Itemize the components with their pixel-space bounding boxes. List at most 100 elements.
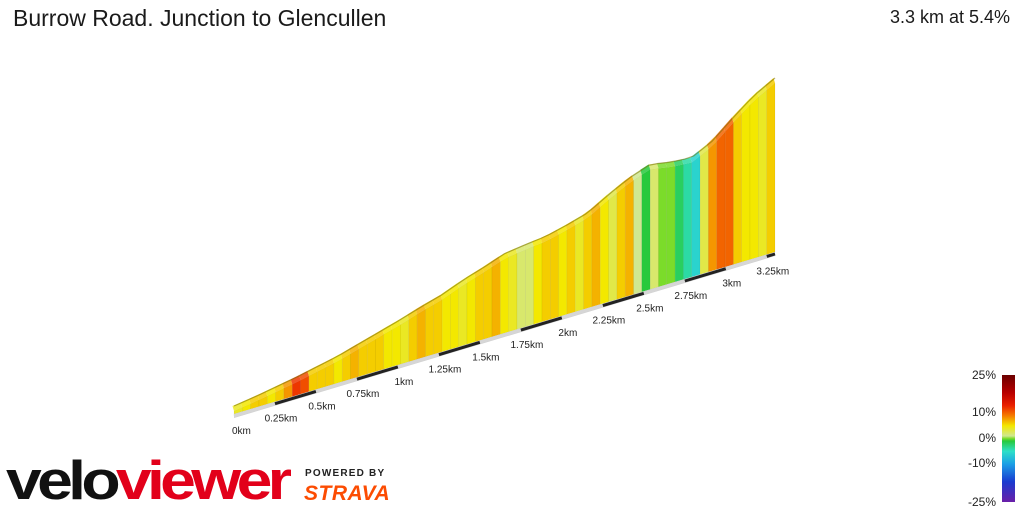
distance-tick-label: 0.75km — [347, 389, 380, 400]
profile-top-surface — [507, 248, 517, 257]
profile-top-surface — [274, 383, 284, 393]
gradient-band — [649, 168, 659, 290]
profile-top-surface — [598, 194, 609, 207]
profile-top-surface — [340, 348, 351, 359]
distance-axis-segment — [725, 255, 768, 271]
profile-top-surface — [374, 329, 384, 340]
distance-axis-segment — [397, 353, 440, 369]
gradient-band — [741, 104, 751, 263]
distance-tick-label: 3.25km — [756, 266, 789, 277]
gradient-band — [350, 348, 360, 380]
distance-axis-segment — [643, 279, 686, 295]
gradient-band — [558, 229, 568, 318]
profile-top-surface — [440, 288, 451, 300]
profile-top-surface — [623, 175, 634, 187]
gradient-band — [458, 282, 468, 348]
profile-top-surface — [523, 241, 534, 250]
gradient-band — [408, 313, 418, 363]
distance-tick-label: 2km — [558, 328, 577, 339]
veloviewer-logo: velo viewer — [6, 452, 291, 508]
segment-stats: 3.3 km at 5.4% — [889, 7, 1010, 27]
profile-top-surface — [457, 277, 467, 289]
gradient-band — [758, 89, 767, 258]
gradient-band — [516, 249, 526, 330]
profile-top-surface — [473, 267, 484, 278]
gradient-band — [599, 199, 609, 305]
gradient-band — [433, 299, 443, 355]
profile-top-surface — [548, 229, 559, 239]
profile-top-surface — [573, 215, 584, 226]
distance-tick-label: 2.25km — [592, 316, 625, 327]
distance-tick-label: 2.5km — [636, 303, 663, 314]
legend-label: 0% — [979, 431, 997, 445]
profile-top-surface — [332, 353, 343, 364]
distance-tick-label: 1km — [394, 377, 413, 388]
distance-axis-segment — [766, 252, 776, 258]
profile-top-surface — [407, 309, 418, 320]
profile-top-surface — [657, 162, 667, 169]
distance-tick-label: 1.25km — [429, 365, 462, 376]
gradient-band — [441, 293, 451, 353]
gradient-band — [383, 329, 393, 370]
gradient-band — [616, 185, 626, 300]
gradient-band — [766, 82, 776, 255]
profile-top-surface — [582, 209, 592, 221]
gradient-band — [708, 140, 717, 273]
gradient-band — [733, 112, 742, 265]
profile-top-surface — [690, 150, 701, 163]
distance-axis-segment — [315, 377, 358, 393]
profile-top-surface — [315, 362, 326, 372]
gradient-band — [550, 234, 559, 320]
gradient-band — [400, 319, 410, 365]
gradient-band — [591, 206, 601, 308]
gradient-band — [475, 271, 484, 343]
profile-top-surface — [590, 201, 601, 215]
segment-title: Burrow Road. Junction to Glencullen — [13, 5, 387, 31]
profile-bands-group — [232, 77, 776, 418]
profile-top-surface — [307, 366, 318, 376]
veloviewer-logo-text: velo viewer — [6, 452, 291, 508]
gradient-band — [375, 333, 385, 372]
gradient-band — [749, 96, 759, 260]
distance-axis-group: 0km 0.25km 0.5km 0.75km 1km 1.25km 1.5km 1.75km… — [232, 252, 789, 437]
gradient-band — [500, 256, 509, 335]
gradient-band — [508, 252, 518, 333]
distance-axis-segment — [520, 316, 563, 332]
distance-tick-label: 0km — [232, 426, 251, 437]
profile-top-surface — [324, 358, 334, 368]
distance-axis-segment — [438, 340, 481, 357]
gradient-band — [425, 304, 435, 358]
legend-label: 25% — [972, 368, 996, 382]
gradient-band — [666, 165, 676, 285]
gradient-band — [574, 219, 584, 313]
profile-top-surface — [357, 339, 368, 349]
profile-top-surface — [540, 234, 551, 243]
gradient-band — [716, 131, 726, 270]
profile-top-surface — [515, 244, 526, 254]
grade-legend: 25% 10% 0% -10% -25% — [968, 368, 1015, 509]
distance-tick-label: 1.75km — [510, 340, 543, 351]
gradient-band — [358, 343, 368, 377]
gradient-band — [341, 353, 351, 382]
distance-tick-label: 0.25km — [265, 414, 298, 425]
distance-axis-segment — [479, 328, 522, 344]
gradient-band — [533, 242, 543, 325]
profile-top-surface — [349, 343, 359, 354]
profile-top-surface — [448, 283, 459, 294]
gradient-band — [683, 162, 693, 280]
profile-top-surface — [365, 334, 376, 344]
distance-tick-label: 1.5km — [472, 352, 499, 363]
gradient-band — [525, 245, 534, 328]
profile-top-surface — [399, 314, 409, 325]
profile-top-surface — [756, 85, 767, 97]
distance-axis-segment — [233, 402, 276, 418]
gradient-band — [466, 277, 476, 345]
profile-top-surface — [565, 220, 576, 230]
profile-top-surface — [698, 144, 709, 156]
gradient-band — [333, 358, 343, 385]
distance-axis-segment — [561, 304, 604, 320]
gradient-band — [491, 261, 501, 338]
legend-label: -10% — [968, 456, 996, 470]
gradient-band — [633, 174, 643, 295]
profile-top-surface — [282, 379, 293, 389]
